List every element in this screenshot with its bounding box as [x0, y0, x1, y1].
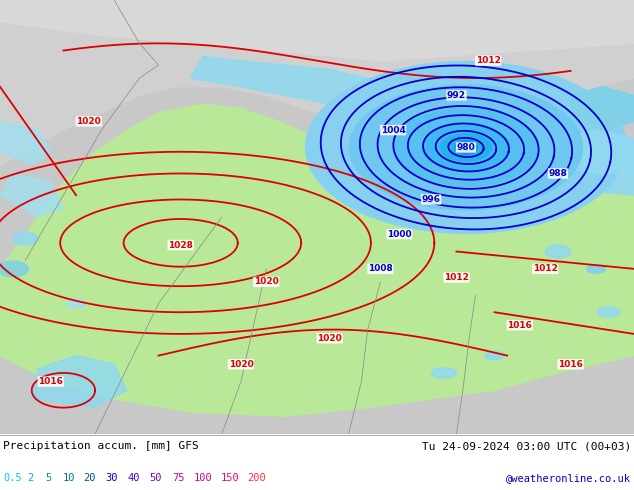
Text: 2: 2: [27, 472, 34, 483]
Text: 0.5: 0.5: [3, 472, 22, 483]
Polygon shape: [0, 0, 634, 61]
Text: 1012: 1012: [444, 273, 469, 282]
Text: 1020: 1020: [76, 117, 101, 126]
Text: 1028: 1028: [168, 241, 193, 249]
Polygon shape: [485, 351, 504, 360]
Polygon shape: [431, 368, 456, 378]
Text: 1016: 1016: [507, 321, 533, 330]
Text: 5: 5: [45, 472, 51, 483]
Text: 1004: 1004: [380, 125, 406, 135]
Text: 50: 50: [150, 472, 162, 483]
Text: 992: 992: [447, 91, 466, 100]
Polygon shape: [597, 307, 620, 318]
Text: 200: 200: [247, 472, 266, 483]
Polygon shape: [558, 130, 634, 173]
Text: 75: 75: [172, 472, 184, 483]
Text: 150: 150: [221, 472, 240, 483]
Polygon shape: [32, 356, 127, 408]
Text: 1012: 1012: [476, 56, 501, 65]
Polygon shape: [0, 104, 634, 416]
Polygon shape: [306, 62, 626, 233]
Text: 988: 988: [548, 169, 567, 178]
Text: 30: 30: [105, 472, 118, 483]
Polygon shape: [0, 122, 51, 165]
Text: Tu 24-09-2024 03:00 UTC (00+03): Tu 24-09-2024 03:00 UTC (00+03): [422, 441, 631, 451]
Text: 1016: 1016: [38, 377, 63, 386]
Text: 1012: 1012: [533, 265, 558, 273]
Text: Precipitation accum. [mm] GFS: Precipitation accum. [mm] GFS: [3, 441, 199, 451]
Polygon shape: [190, 56, 634, 195]
Polygon shape: [422, 124, 510, 171]
Text: 40: 40: [127, 472, 140, 483]
Polygon shape: [13, 232, 38, 245]
Polygon shape: [455, 141, 477, 154]
Polygon shape: [67, 299, 86, 308]
Polygon shape: [441, 134, 491, 161]
Polygon shape: [0, 261, 29, 277]
Text: 1020: 1020: [317, 334, 342, 343]
Text: @weatheronline.co.uk: @weatheronline.co.uk: [506, 472, 631, 483]
Polygon shape: [0, 173, 63, 217]
Text: 1020: 1020: [228, 360, 254, 369]
Text: 20: 20: [83, 472, 96, 483]
Text: 1016: 1016: [558, 360, 583, 369]
Text: 1000: 1000: [387, 230, 411, 239]
Polygon shape: [349, 85, 583, 210]
Text: 1008: 1008: [368, 265, 393, 273]
Text: 980: 980: [456, 143, 476, 152]
Text: 10: 10: [63, 472, 75, 483]
Polygon shape: [545, 245, 571, 258]
Polygon shape: [571, 87, 634, 130]
Text: 996: 996: [422, 195, 441, 204]
Text: 1020: 1020: [254, 277, 279, 286]
Polygon shape: [0, 0, 634, 165]
Polygon shape: [586, 265, 605, 273]
Polygon shape: [393, 108, 539, 187]
Text: 100: 100: [194, 472, 213, 483]
